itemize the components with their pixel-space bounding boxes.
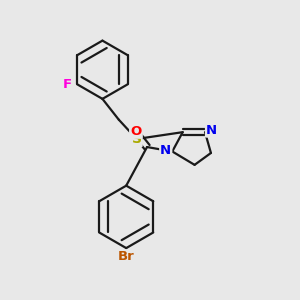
Text: F: F bbox=[62, 78, 71, 91]
Text: S: S bbox=[132, 132, 142, 146]
Text: Br: Br bbox=[118, 250, 135, 263]
Text: O: O bbox=[130, 125, 141, 138]
Text: N: N bbox=[160, 143, 171, 157]
Text: N: N bbox=[206, 124, 217, 136]
